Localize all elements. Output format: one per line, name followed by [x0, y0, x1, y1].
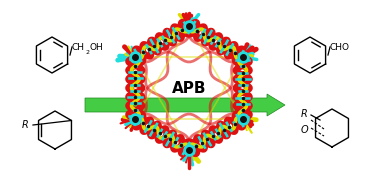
Text: CH: CH — [72, 42, 85, 52]
Text: CHO: CHO — [330, 42, 350, 52]
Text: R: R — [22, 120, 28, 130]
Text: O: O — [300, 125, 308, 135]
Text: 2: 2 — [86, 50, 90, 54]
Text: APB: APB — [172, 81, 206, 96]
FancyArrow shape — [85, 94, 285, 116]
Text: R: R — [301, 109, 307, 119]
Text: OH: OH — [90, 42, 104, 52]
